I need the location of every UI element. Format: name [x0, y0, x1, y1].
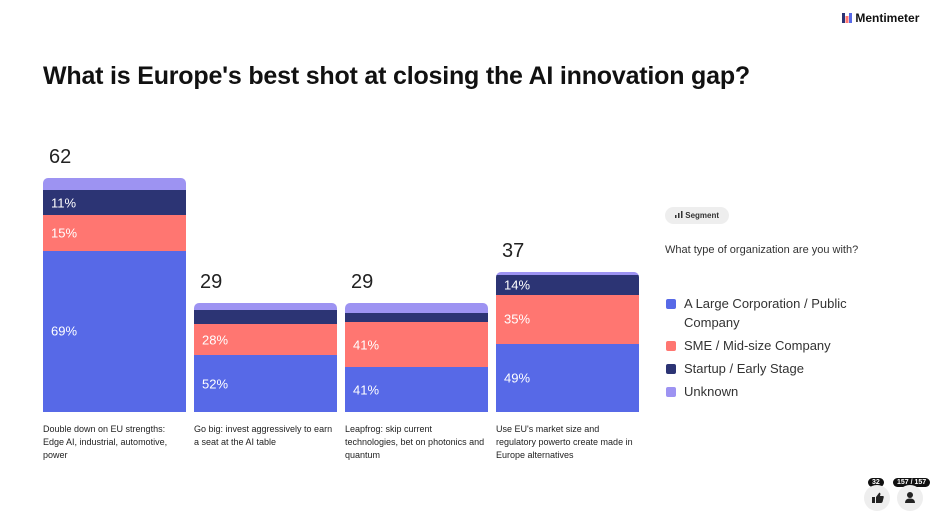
legend-label: Unknown: [684, 384, 739, 399]
like-icon: [872, 492, 884, 503]
bar: 41% 41%: [345, 302, 488, 412]
segment-label: Segment: [685, 211, 720, 220]
participants-button[interactable]: [897, 485, 923, 511]
bar-segment: [496, 275, 639, 295]
total-label: 62: [49, 146, 72, 168]
brand-name: Mentimeter: [855, 11, 920, 25]
bar-segment: [345, 302, 488, 314]
category-label: Go big: invest aggressively to earn a se…: [194, 424, 333, 447]
bar-segment: [43, 189, 186, 216]
total-label: 37: [502, 240, 525, 263]
bar-segment: [496, 343, 639, 412]
category-label: Double down on EU strengths: Edge AI, in…: [43, 424, 168, 460]
bar-segment: [345, 322, 488, 368]
reactions-button[interactable]: [864, 485, 890, 511]
total-label: 29: [351, 270, 374, 293]
legend-label: A Large Corporation / Public Company: [684, 296, 847, 330]
category-label: Leapfrog: skip current technologies, bet…: [345, 424, 485, 460]
segment-label: 69%: [51, 323, 78, 339]
legend-item: Startup / Early Stage: [666, 359, 884, 378]
bar-segment: [194, 310, 337, 325]
total-label: 29: [200, 270, 223, 293]
legend-title: What type of organization are you with?: [665, 244, 859, 256]
legend-item: A Large Corporation / Public Company: [666, 294, 884, 332]
bar-segment: [194, 302, 337, 311]
segment-label: 28%: [202, 332, 229, 348]
bar-segment: [496, 294, 639, 344]
bar: 49% 35% 14%: [496, 272, 639, 412]
legend-swatch: [666, 364, 676, 374]
participants-count: 157 / 157: [893, 478, 931, 487]
segment-label: 11%: [51, 195, 77, 211]
segment-label: 35%: [504, 311, 531, 327]
chart-title: What is Europe's best shot at closing th…: [43, 62, 750, 90]
segment-button[interactable]: Segment: [665, 207, 730, 224]
bar-segment: [194, 324, 337, 356]
legend-label: SME / Mid-size Company: [684, 338, 831, 353]
legend-swatch: [666, 341, 676, 351]
bar-segment: [496, 272, 639, 276]
brand: Mentimeter: [842, 11, 919, 25]
segment-label: 49%: [504, 370, 531, 386]
legend-item: Unknown: [666, 382, 884, 401]
person-icon: [905, 492, 915, 503]
bar: 52% 28%: [194, 302, 337, 412]
legend-swatch: [666, 387, 676, 397]
legend-swatch: [666, 299, 676, 309]
bar-segment: [345, 367, 488, 412]
segment-label: 14%: [504, 277, 531, 293]
bar-segment: [43, 250, 186, 412]
bar: 69% 15% 11%: [43, 178, 186, 412]
segment-label: 41%: [353, 337, 380, 353]
legend-item: SME / Mid-size Company: [666, 336, 884, 355]
segment-label: 15%: [51, 225, 78, 241]
bar-segment: [194, 355, 337, 412]
legend-label: Startup / Early Stage: [684, 361, 804, 376]
segment-label: 52%: [202, 376, 229, 392]
segment-icon: [675, 211, 683, 218]
category-label: Use EU's market size and regulatory powe…: [496, 424, 633, 460]
bar-segment: [43, 178, 186, 190]
segment-label: 41%: [353, 382, 380, 398]
brand-icon: [842, 13, 852, 23]
bar-segment: [43, 215, 186, 251]
bar-segment: [345, 313, 488, 323]
reactions-count: 32: [868, 478, 884, 487]
